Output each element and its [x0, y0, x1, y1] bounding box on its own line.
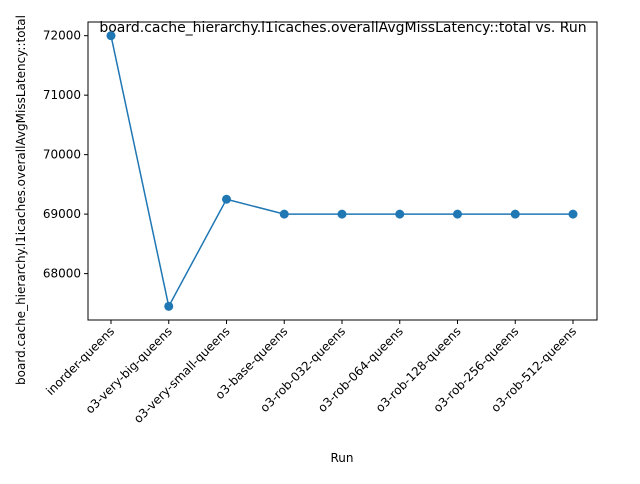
y-tick-label: 69000	[43, 207, 81, 221]
data-point	[106, 31, 116, 41]
y-tick-label: 72000	[43, 29, 81, 43]
chart-title: board.cache_hierarchy.l1icaches.overallA…	[99, 20, 586, 36]
data-point	[395, 209, 405, 219]
x-tick-label: o3-very-small-queens	[131, 324, 233, 426]
data-point	[337, 209, 347, 219]
plot-frame	[87, 21, 598, 321]
data-point	[568, 209, 578, 219]
series-line	[110, 35, 573, 309]
x-axis-label: Run	[330, 451, 353, 465]
data-point	[279, 209, 289, 219]
y-tick-label: 70000	[43, 148, 81, 162]
data-point	[453, 209, 462, 219]
y-axis-label: board.cache_hierarchy.l1icaches.overallA…	[14, 15, 28, 385]
y-tick-label: 68000	[43, 267, 81, 281]
y-tick-label: 71000	[43, 88, 81, 102]
data-point	[164, 301, 174, 311]
data-point	[222, 194, 231, 204]
data-point	[510, 209, 520, 219]
